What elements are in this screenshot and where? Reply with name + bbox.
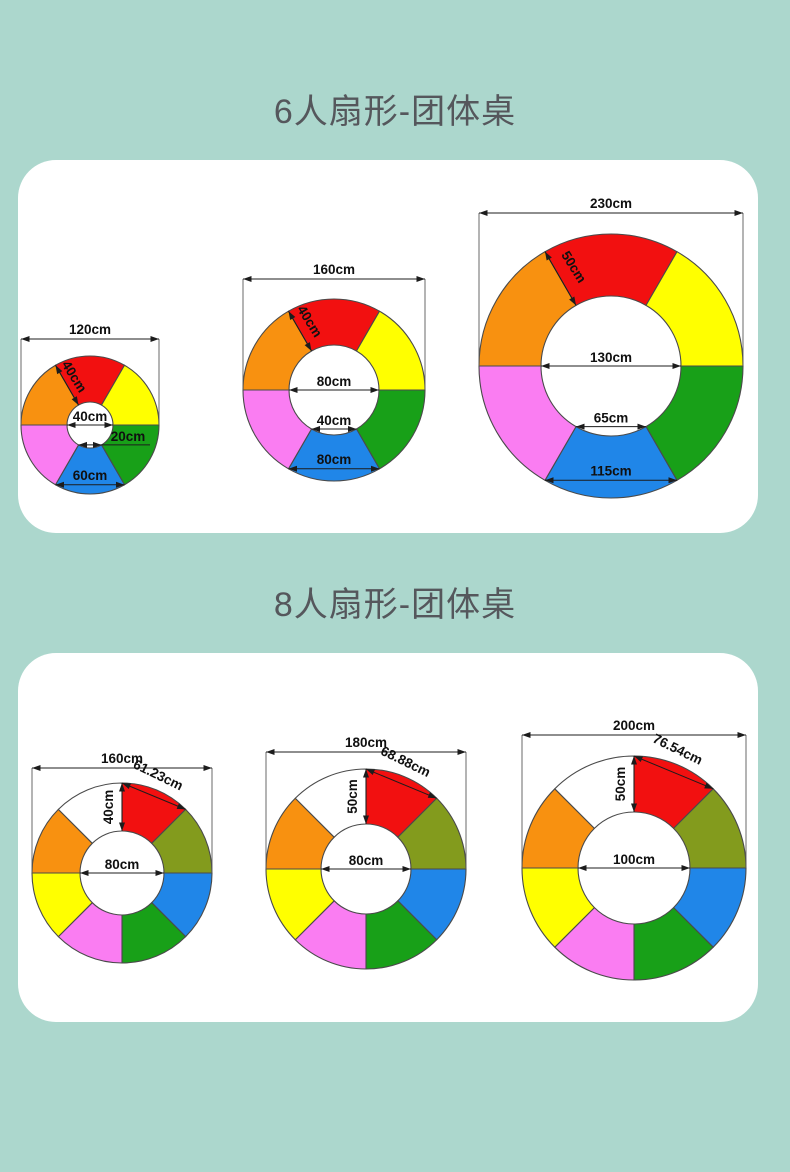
arrowhead <box>203 765 212 771</box>
section-title-6p: 6人扇形-团体桌 <box>273 93 517 131</box>
arrowhead <box>402 866 411 872</box>
arrowhead <box>522 732 531 738</box>
arrowhead <box>637 423 646 430</box>
arrowhead <box>737 732 746 738</box>
arrowhead <box>668 477 677 484</box>
dim-top-width-label: 200cm <box>613 718 655 733</box>
arrowhead <box>363 769 369 778</box>
arrowhead <box>71 396 79 406</box>
arrowhead <box>545 477 554 484</box>
arrowhead <box>288 311 296 321</box>
dim-top-width-label: 160cm <box>313 262 355 277</box>
section-title-8p: 8人扇形-团体桌 <box>273 586 517 624</box>
dimension-line <box>633 755 714 790</box>
arrowhead <box>304 342 312 352</box>
arrowhead <box>80 870 89 876</box>
arrowhead <box>631 803 637 812</box>
arrowhead <box>93 441 102 448</box>
dim-seat-depth-label: 50cm <box>613 767 628 802</box>
dim-inner-diameter-label: 130cm <box>590 350 632 365</box>
arrowhead <box>569 296 576 306</box>
arrowhead <box>55 365 63 375</box>
arrowhead <box>541 363 550 369</box>
dim-top-width-label: 180cm <box>345 735 387 750</box>
dim-top-width-label: 120cm <box>69 322 111 337</box>
arrowhead <box>116 481 125 488</box>
arrowhead <box>363 815 369 824</box>
arrowhead <box>155 870 164 876</box>
dim-inner-chord-label: 65cm <box>594 411 629 426</box>
arrowhead <box>32 765 41 771</box>
arrowhead <box>104 422 113 428</box>
dim-inner-diameter-label: 100cm <box>613 852 655 867</box>
dim-top-width-label: 230cm <box>590 196 632 211</box>
arrowhead <box>734 210 743 216</box>
dim-inner-chord-label: 20cm <box>111 429 146 444</box>
arrowhead <box>634 756 644 763</box>
arrowhead <box>176 803 186 810</box>
arrowhead <box>348 425 357 432</box>
table-segment <box>20 364 80 426</box>
dim-outer-chord-label: 60cm <box>73 468 108 483</box>
arrowhead <box>21 336 30 342</box>
arrowhead <box>631 756 637 765</box>
arrowhead <box>150 336 159 342</box>
arrowhead <box>67 422 76 428</box>
dim-top-width-label: 160cm <box>101 751 143 766</box>
arrowhead <box>266 749 275 755</box>
arrowhead <box>370 387 379 393</box>
arrowhead <box>681 865 690 871</box>
arrowhead <box>366 769 376 776</box>
dim-outer-chord-label: 80cm <box>317 452 352 467</box>
dim-inner-diameter-label: 80cm <box>317 374 352 389</box>
arrowhead <box>55 481 64 488</box>
arrowhead <box>576 423 585 430</box>
dim-seat-depth-label: 40cm <box>101 790 116 825</box>
dim-inner-diameter-label: 80cm <box>105 857 140 872</box>
arrowhead <box>416 276 425 282</box>
dimension-line <box>121 782 186 810</box>
dim-seat-depth-label: 50cm <box>345 779 360 814</box>
dim-outer-chord-label: 115cm <box>590 463 631 478</box>
arrowhead <box>288 465 297 472</box>
arrowhead <box>545 251 552 261</box>
arrowhead <box>371 465 380 472</box>
dim-inner-diameter-label: 40cm <box>73 409 108 424</box>
arrowhead <box>243 276 252 282</box>
arrowhead <box>289 387 298 393</box>
arrowhead <box>321 866 330 872</box>
arrowhead <box>427 792 437 799</box>
arrowhead <box>119 783 125 792</box>
dimension-line <box>544 251 577 306</box>
dimension-line <box>365 768 437 799</box>
arrowhead <box>578 865 587 871</box>
arrowhead <box>704 782 714 789</box>
dim-inner-chord-label: 40cm <box>317 413 352 428</box>
arrowhead <box>479 210 488 216</box>
dim-inner-diameter-label: 80cm <box>349 853 384 868</box>
arrowhead <box>119 822 125 831</box>
arrowhead <box>311 425 320 432</box>
arrowhead <box>672 363 681 369</box>
arrowhead <box>122 783 132 790</box>
arrowhead <box>78 441 87 448</box>
arrowhead <box>457 749 466 755</box>
